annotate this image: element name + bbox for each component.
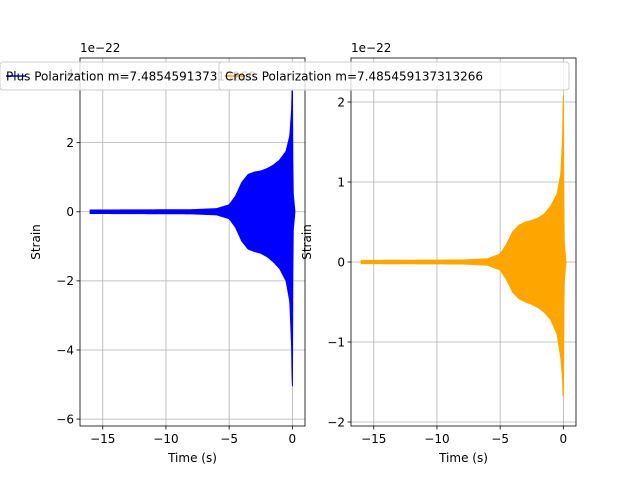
cross-xtick-label: −10: [424, 432, 449, 446]
cross-ytick-label: 2: [337, 95, 345, 109]
cross-ylabel: Strain: [300, 224, 314, 260]
plus-xtick-label: −15: [90, 432, 115, 446]
cross-xtick-label: 0: [560, 432, 568, 446]
cross-axes-frame: [350, 57, 577, 427]
plus-series-envelope: [89, 83, 296, 387]
plus-offset-text: 1e−22: [80, 41, 120, 55]
cross-ytick-label: −1: [327, 335, 345, 349]
cross-xlabel: Time (s): [438, 451, 488, 465]
plus-ytick-label: 2: [66, 136, 74, 150]
cross-ytick-label: −2: [327, 415, 345, 429]
cross-xtick-label: −15: [361, 432, 386, 446]
plus-axes-frame: [79, 57, 306, 427]
cross-legend-box: [218, 61, 570, 91]
plus-xtick-label: −10: [153, 432, 178, 446]
plus-ytick-label: −6: [56, 412, 74, 426]
plus-xlabel: Time (s): [167, 451, 217, 465]
cross-xtick-label: −5: [491, 432, 509, 446]
plus-ytick-label: 0: [66, 205, 74, 219]
plus-ytick-label: −4: [56, 343, 74, 357]
legend-cross: Cross Polarization m=7.485459137313266: [218, 61, 570, 91]
plus-legend-label: Plus Polarization m=7.485459137313266: [6, 69, 256, 83]
cross-offset-text: 1e−22: [351, 41, 391, 55]
cross-ytick-label: 1: [337, 175, 345, 189]
plus-ytick-label: −2: [56, 274, 74, 288]
plus-ylabel: Strain: [29, 224, 43, 260]
cross-ytick-label: 0: [337, 255, 345, 269]
cross-series-envelope: [360, 95, 567, 397]
cross-legend-label: Cross Polarization m=7.485459137313266: [225, 69, 483, 83]
plus-xtick-label: −5: [220, 432, 238, 446]
plus-xtick-label: 0: [289, 432, 297, 446]
